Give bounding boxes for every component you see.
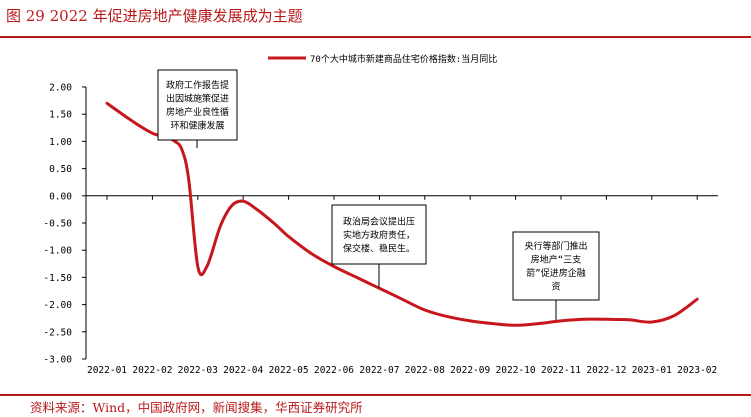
y-tick-label: -2.00 bbox=[43, 300, 72, 311]
x-tick-label: 2023-01 bbox=[632, 365, 672, 376]
figure-title: 图 29 2022 年促进房地产健康发展成为主题 bbox=[6, 7, 303, 25]
annotation-text: 房地产“三支 bbox=[531, 254, 581, 266]
y-tick-label: -0.50 bbox=[43, 219, 72, 230]
x-tick-label: 2022-09 bbox=[450, 365, 490, 376]
x-tick-label: 2022-08 bbox=[405, 365, 445, 376]
x-tick-label: 2022-12 bbox=[586, 365, 626, 376]
annotation-text: 央行等部门推出 bbox=[524, 240, 587, 252]
annotation-text: 箭”促进房企融 bbox=[526, 267, 585, 279]
y-tick-label: -1.00 bbox=[43, 246, 72, 257]
y-tick-label: 0.50 bbox=[49, 164, 72, 175]
y-tick-label: -1.50 bbox=[43, 273, 72, 284]
series-line bbox=[105, 101, 699, 327]
annotation-text: 环和健康发展 bbox=[170, 120, 224, 132]
annotation-box bbox=[512, 231, 600, 301]
annotation-text: 政府工作报告提 bbox=[166, 79, 229, 91]
y-tick-label: 1.00 bbox=[49, 137, 72, 148]
x-tick-label: 2022-11 bbox=[541, 365, 581, 376]
y-tick-label: 1.50 bbox=[49, 110, 72, 121]
annotation-box bbox=[331, 204, 427, 265]
x-tick-label: 2022-01 bbox=[87, 365, 127, 376]
x-tick-label: 2022-07 bbox=[359, 365, 399, 376]
annotation-text: 资 bbox=[551, 282, 560, 293]
x-tick-label: 2023-02 bbox=[677, 365, 717, 376]
x-tick-label: 2022-05 bbox=[269, 365, 309, 376]
annotation-box bbox=[157, 69, 238, 141]
x-tick-label: 2022-02 bbox=[132, 365, 172, 376]
annotation-text: 政治局会议提出压 bbox=[343, 215, 415, 227]
y-tick-label: 2.00 bbox=[49, 83, 72, 94]
source-note: 资料来源：Wind，中国政府网，新闻搜集，华西证券研究所 bbox=[30, 400, 363, 415]
x-tick-label: 2022-06 bbox=[314, 365, 354, 376]
annotation-text: 房地产业良性循 bbox=[166, 106, 229, 118]
annotation-text: 实地方政府责任， bbox=[343, 229, 415, 241]
x-tick-label: 2022-10 bbox=[496, 365, 536, 376]
y-tick-label: -3.00 bbox=[43, 355, 72, 366]
annotation-text: 出因城施策促进 bbox=[166, 93, 229, 105]
x-tick-label: 2022-03 bbox=[178, 365, 218, 376]
title-rule bbox=[0, 36, 751, 38]
footer-rule bbox=[0, 394, 751, 396]
y-tick-label: 0.00 bbox=[49, 191, 72, 202]
x-tick-label: 2022-04 bbox=[223, 365, 263, 376]
legend: 70个大中城市新建商品住宅价格指数:当月同比 bbox=[268, 53, 497, 65]
annotation-text: 保交楼、稳民生。 bbox=[343, 242, 415, 254]
y-tick-label: -2.50 bbox=[43, 327, 72, 338]
legend-label: 70个大中城市新建商品住宅价格指数:当月同比 bbox=[310, 53, 497, 65]
